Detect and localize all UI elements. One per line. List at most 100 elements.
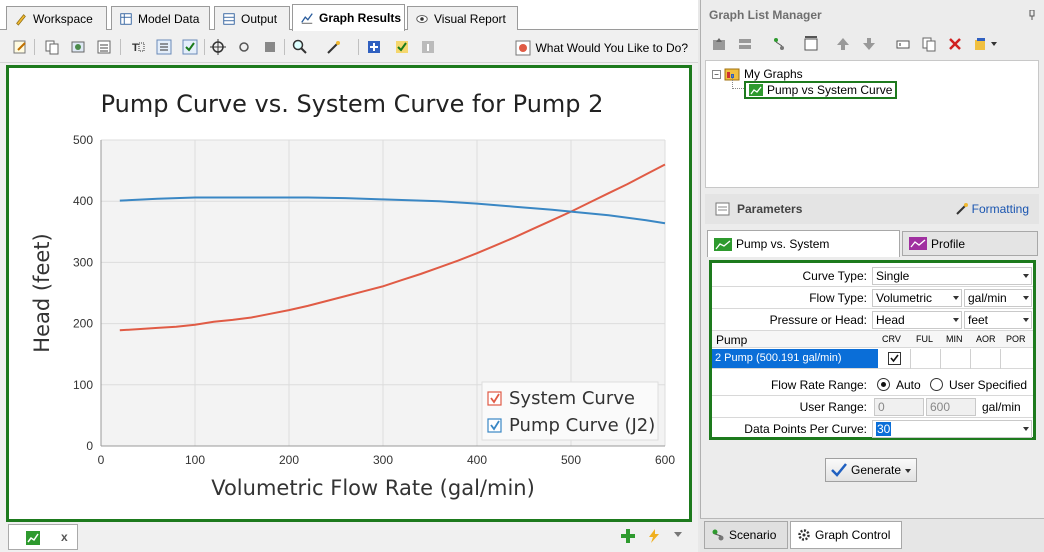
tab-graph-results[interactable]: Graph Results	[292, 4, 405, 31]
generate-button[interactable]: Generate	[825, 458, 917, 482]
edit-icon[interactable]	[12, 39, 28, 55]
tab-profile[interactable]: Profile	[902, 231, 1038, 256]
user-specified-label: User Specified	[949, 378, 1028, 392]
chevron-down-icon	[953, 318, 959, 322]
tab-visual-report-label: Visual Report	[434, 11, 506, 26]
tree-item-pump-vs-system[interactable]: Pump vs System Curve	[744, 81, 898, 99]
add-icon[interactable]	[620, 528, 636, 544]
chevron-down-icon	[953, 296, 959, 300]
check-icon	[831, 463, 847, 477]
wand-icon[interactable]	[326, 39, 342, 55]
stop-icon[interactable]	[262, 39, 278, 55]
tab-scenario-label: Scenario	[729, 528, 777, 542]
series-line-pump-curve	[119, 196, 666, 225]
tab-graph-control-label: Graph Control	[815, 528, 891, 542]
graph-line-icon	[749, 84, 763, 96]
user-range-label: User Range:	[799, 400, 867, 414]
user-range-row: User Range: 0 600 gal/min	[712, 396, 1033, 418]
tree-root[interactable]: − My Graphs	[712, 67, 803, 81]
crv-checkbox[interactable]	[888, 352, 901, 365]
tab-pump-vs-system[interactable]: Pump vs. System	[707, 230, 900, 257]
user-range-max-input[interactable]: 600	[926, 398, 976, 416]
tab-profile-label: Profile	[931, 236, 966, 251]
tab-scenario[interactable]: Scenario	[704, 521, 788, 549]
chevron-down-icon	[1023, 427, 1029, 431]
user-range-min-input[interactable]: 0	[874, 398, 924, 416]
legend-entry: System Curve	[509, 388, 635, 409]
zoom-icon[interactable]	[292, 39, 308, 55]
add-crosshair-icon[interactable]	[366, 39, 382, 55]
collapse-icon[interactable]: −	[712, 69, 721, 79]
pressure-type-value: Head	[876, 313, 905, 327]
curve-type-value: Single	[876, 269, 910, 283]
formatting-link[interactable]: Formatting	[955, 202, 1029, 216]
checkbox-toggle-icon[interactable]	[182, 39, 198, 55]
tree-item-label: Pump vs System Curve	[767, 83, 893, 97]
help-link[interactable]: What Would You Like to Do?	[515, 40, 688, 56]
delete-icon[interactable]	[947, 36, 963, 52]
duplicate-icon[interactable]	[921, 36, 937, 52]
tab-workspace[interactable]: Workspace	[6, 6, 107, 30]
export-icon[interactable]	[70, 39, 86, 55]
user-specified-radio[interactable]	[930, 378, 943, 391]
info-icon[interactable]	[420, 39, 436, 55]
graph-tab-bar: x	[0, 522, 698, 552]
grid-icon	[223, 12, 235, 25]
chevron-down-icon[interactable]	[905, 469, 911, 473]
folder-up-icon[interactable]	[711, 36, 727, 52]
pump-row[interactable]: 2 Pump (500.191 gal/min)	[712, 349, 1033, 369]
data-icon[interactable]	[96, 39, 112, 55]
x-tick-label: 200	[279, 453, 299, 467]
y-tick-label: 0	[86, 439, 93, 453]
point-icon[interactable]	[236, 39, 252, 55]
chevron-down-icon[interactable]	[674, 532, 682, 537]
curve-type-label: Curve Type:	[802, 269, 867, 283]
flow-type-value: Volumetric	[876, 291, 933, 305]
auto-radio[interactable]	[877, 378, 890, 391]
tree-root-label: My Graphs	[744, 67, 803, 81]
tab-model-data[interactable]: Model Data	[111, 6, 210, 30]
curve-type-select[interactable]: Single	[872, 267, 1032, 285]
x-tick-label: 600	[655, 453, 675, 467]
y-tick-label: 300	[73, 255, 93, 269]
stack-icon[interactable]	[737, 36, 753, 52]
graph-edit-icon[interactable]	[803, 36, 819, 52]
graph-document-tab[interactable]: x	[8, 524, 78, 550]
help-icon	[515, 40, 531, 56]
lightning-icon[interactable]	[646, 528, 662, 544]
data-points-row: Data Points Per Curve: 30	[712, 418, 1033, 440]
data-points-select[interactable]: 30	[872, 420, 1032, 438]
tab-visual-report[interactable]: Visual Report	[407, 6, 518, 30]
flow-unit-select[interactable]: gal/min	[964, 289, 1032, 307]
pump-row-label[interactable]: 2 Pump (500.191 gal/min)	[712, 349, 878, 368]
tree-icon[interactable]	[771, 36, 787, 52]
tab-graph-control[interactable]: Graph Control	[790, 521, 902, 549]
pressure-row: Pressure or Head: Head feet	[712, 309, 1033, 331]
flow-type-label: Flow Type:	[809, 291, 867, 305]
graph-toolbar: T What Would You Like to Do?	[0, 31, 698, 63]
close-tab-icon[interactable]: x	[61, 530, 68, 544]
copy-icon[interactable]	[44, 39, 60, 55]
title-icon[interactable]: T	[130, 39, 146, 55]
check-pass-icon[interactable]	[394, 39, 410, 55]
crosshair-icon[interactable]	[210, 39, 226, 55]
chevron-down-icon[interactable]	[991, 42, 997, 46]
graph-area[interactable]: Pump Curve vs. System Curve for Pump 2 0…	[6, 65, 692, 522]
pump-header-row: Pump CRV FUL MIN AOR POR	[712, 331, 1033, 348]
folder-menu-icon[interactable]	[973, 36, 989, 52]
tab-output[interactable]: Output	[214, 6, 290, 30]
pressure-type-select[interactable]: Head	[872, 311, 962, 329]
generate-label: Generate	[851, 463, 902, 477]
pressure-unit-select[interactable]: feet	[964, 311, 1032, 329]
rename-icon[interactable]	[895, 36, 911, 52]
arrow-up-icon[interactable]	[835, 36, 851, 52]
legend-icon[interactable]	[156, 39, 172, 55]
arrow-down-icon[interactable]	[861, 36, 877, 52]
flow-type-select[interactable]: Volumetric	[872, 289, 962, 307]
tab-graph-results-label: Graph Results	[319, 11, 402, 25]
pin-icon[interactable]	[1027, 10, 1037, 20]
chevron-down-icon	[1023, 274, 1029, 278]
flow-type-row: Flow Type: Volumetric gal/min	[712, 287, 1033, 309]
chart: 0 100 200 300 400 500 0 100 200 300 400 500 600 Volum…	[30, 133, 675, 500]
legend-entry: Pump Curve (J2)	[509, 415, 655, 436]
